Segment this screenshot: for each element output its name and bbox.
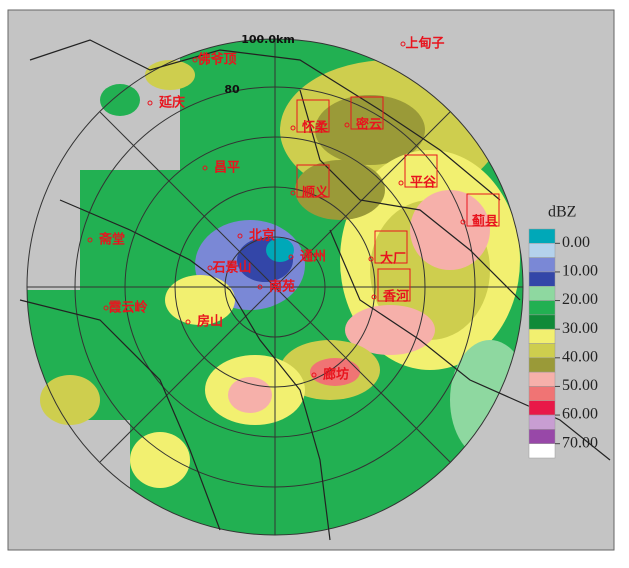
legend-swatch [528,414,556,430]
legend-label: 20.00 [562,291,598,308]
place-marker [237,233,243,239]
station-box [296,164,330,198]
place-marker [103,305,109,311]
place-label: 蓟县 [471,214,498,230]
boundaries [19,39,611,541]
range-label: 80 [224,83,240,96]
place-label: 通州 [300,249,326,265]
legend-swatch [528,371,556,387]
legend-label: 60.00 [562,406,598,423]
place-marker [400,41,406,47]
legend-swatch [528,328,556,344]
station-box [377,268,411,302]
place-label: 昌平 [214,161,240,176]
station-box [350,96,384,130]
place-label: 北京 [249,228,275,244]
place-label: 佛爷顶 [196,52,236,68]
legend-swatch [528,243,556,258]
station-box [466,193,500,227]
place-label: 延庆 [158,95,185,111]
echo-cell [40,375,100,425]
station-box [374,230,408,264]
legend-swatch [528,386,556,401]
legend-swatch [528,343,556,359]
station-box [404,154,438,188]
place-marker [311,372,317,378]
legend-swatch [528,357,556,373]
place-label: 平谷 [410,175,437,191]
place-label: 顺义 [302,185,329,201]
legend-label: 30.00 [562,320,598,337]
place-label: 怀柔 [302,120,329,136]
legend-swatch [528,400,556,416]
place-marker [290,125,296,131]
legend-swatch [528,228,556,244]
place-label: 房山 [197,314,223,330]
place-label: 斋堂 [98,232,125,248]
place-marker [202,165,208,171]
place-marker [288,254,294,260]
legend-label: 40.00 [562,348,598,365]
place-label: 大厂 [380,251,406,267]
legend-swatch [528,271,556,287]
place-label: 霞云岭 [108,300,147,316]
place-marker [290,190,296,196]
legend-swatch [528,443,556,459]
place-marker [460,219,466,225]
range-rings [26,38,524,536]
legend-label: 10.00 [562,263,598,280]
legend-label: 50.00 [562,377,598,394]
place-marker [185,319,191,325]
place-marker [192,57,198,63]
place-marker [368,256,374,262]
echo-cell [130,432,190,488]
place-marker [257,284,263,290]
legend-swatch [528,300,556,316]
place-marker [371,294,377,300]
legend-unit: dBZ [548,204,576,221]
place-label: 廊坊 [323,367,349,383]
legend-label: 70.00 [562,434,598,451]
legend-label: 0.00 [562,234,590,251]
place-label: 密云 [355,117,382,133]
place-label: 南苑 [269,279,295,295]
legend-swatch [528,429,556,444]
echo-cell [100,84,140,116]
range-label: 100.0km [241,33,295,46]
place-label: 石景山 [211,260,251,276]
legend-swatch [528,257,556,273]
place-label: 上甸子 [405,36,444,52]
place-marker [207,265,213,271]
station-box [296,99,330,133]
place-marker [344,122,350,128]
legend-swatch [528,314,556,330]
place-marker [398,180,404,186]
place-marker [147,100,153,106]
place-marker [87,237,93,243]
place-label: 香河 [382,289,409,305]
legend-swatch [528,286,556,301]
